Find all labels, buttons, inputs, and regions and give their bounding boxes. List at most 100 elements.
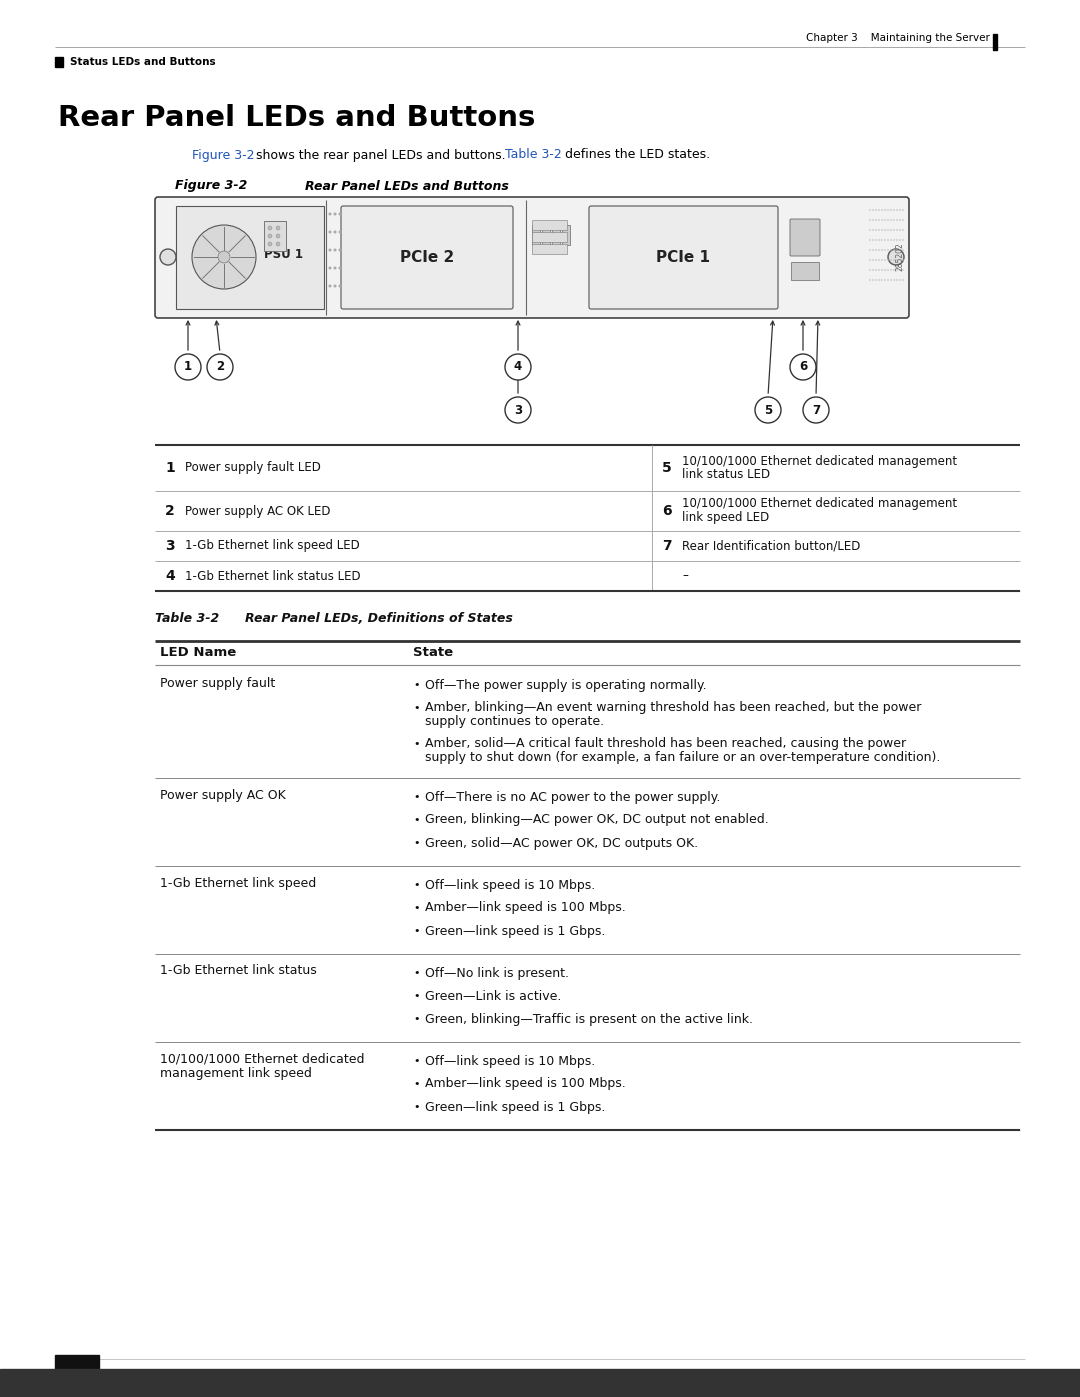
Bar xyxy=(542,225,550,244)
Circle shape xyxy=(878,229,880,231)
Circle shape xyxy=(869,270,870,271)
Circle shape xyxy=(893,258,895,261)
Circle shape xyxy=(881,270,883,271)
Text: Power supply AC OK LED: Power supply AC OK LED xyxy=(185,504,330,517)
Bar xyxy=(176,205,324,309)
Circle shape xyxy=(878,270,880,271)
Text: •: • xyxy=(413,838,419,848)
Circle shape xyxy=(878,219,880,221)
Circle shape xyxy=(902,258,904,261)
Text: •: • xyxy=(413,902,419,914)
Bar xyxy=(791,263,819,279)
Circle shape xyxy=(192,225,256,289)
Circle shape xyxy=(175,353,201,380)
Text: PCIe 1: PCIe 1 xyxy=(656,250,710,264)
Text: supply to shut down (for example, a fan failure or an over-temperature condition: supply to shut down (for example, a fan … xyxy=(426,750,941,764)
Text: 1: 1 xyxy=(184,360,192,373)
Text: PCIe 2: PCIe 2 xyxy=(400,250,454,264)
Circle shape xyxy=(875,258,877,261)
Text: Amber—link speed is 100 Mbps.: Amber—link speed is 100 Mbps. xyxy=(426,901,625,915)
Text: Rear Panel LEDs and Buttons: Rear Panel LEDs and Buttons xyxy=(305,179,509,193)
Text: •: • xyxy=(413,1056,419,1066)
Text: 3-4: 3-4 xyxy=(66,1379,87,1391)
Text: 5: 5 xyxy=(662,461,672,475)
Text: LED Name: LED Name xyxy=(160,647,237,659)
Circle shape xyxy=(885,239,886,242)
Text: Off—There is no AC power to the power supply.: Off—There is no AC power to the power su… xyxy=(426,791,720,803)
Circle shape xyxy=(893,239,895,242)
Bar xyxy=(562,225,570,244)
Text: 10/100/1000 Ethernet dedicated management: 10/100/1000 Ethernet dedicated managemen… xyxy=(681,497,957,510)
Circle shape xyxy=(899,258,901,261)
Circle shape xyxy=(890,258,892,261)
Text: 6: 6 xyxy=(799,360,807,373)
Text: •: • xyxy=(413,680,419,690)
Text: 3: 3 xyxy=(165,539,175,553)
Circle shape xyxy=(878,249,880,251)
Circle shape xyxy=(902,210,904,211)
Text: 3: 3 xyxy=(514,404,522,416)
Circle shape xyxy=(896,239,897,242)
Circle shape xyxy=(887,210,889,211)
Text: Power supply AC OK: Power supply AC OK xyxy=(160,788,286,802)
Circle shape xyxy=(899,279,901,281)
Bar xyxy=(55,1355,99,1375)
Text: •: • xyxy=(413,1014,419,1024)
Circle shape xyxy=(890,229,892,231)
Text: Figure 3-2: Figure 3-2 xyxy=(175,179,247,193)
Circle shape xyxy=(902,249,904,251)
Text: Table 3-2: Table 3-2 xyxy=(505,148,562,162)
Circle shape xyxy=(887,239,889,242)
Text: 7: 7 xyxy=(812,404,820,416)
Circle shape xyxy=(885,279,886,281)
Text: •: • xyxy=(413,1078,419,1090)
Circle shape xyxy=(875,279,877,281)
Text: link speed LED: link speed LED xyxy=(681,511,769,524)
Circle shape xyxy=(902,270,904,271)
Circle shape xyxy=(899,270,901,271)
Text: –: – xyxy=(681,570,688,583)
Text: •: • xyxy=(413,968,419,978)
Text: 1-Gb Ethernet link status: 1-Gb Ethernet link status xyxy=(160,964,316,978)
Text: 10/100/1000 Ethernet dedicated: 10/100/1000 Ethernet dedicated xyxy=(160,1052,365,1066)
Circle shape xyxy=(890,279,892,281)
Circle shape xyxy=(872,279,874,281)
Bar xyxy=(55,57,63,67)
Circle shape xyxy=(888,249,904,265)
Circle shape xyxy=(885,249,886,251)
Text: 7: 7 xyxy=(662,539,672,553)
Circle shape xyxy=(334,231,337,233)
Circle shape xyxy=(872,239,874,242)
Circle shape xyxy=(875,229,877,231)
Text: 6: 6 xyxy=(662,504,672,518)
Bar xyxy=(532,219,567,231)
Circle shape xyxy=(887,219,889,221)
Circle shape xyxy=(218,251,230,263)
Circle shape xyxy=(890,210,892,211)
Text: Status LEDs and Buttons: Status LEDs and Buttons xyxy=(70,57,216,67)
Circle shape xyxy=(875,239,877,242)
Circle shape xyxy=(872,229,874,231)
Text: shows the rear panel LEDs and buttons.: shows the rear panel LEDs and buttons. xyxy=(252,148,510,162)
Circle shape xyxy=(896,270,897,271)
Circle shape xyxy=(893,270,895,271)
Text: Chapter 3    Maintaining the Server: Chapter 3 Maintaining the Server xyxy=(806,34,990,43)
Circle shape xyxy=(334,249,337,251)
Circle shape xyxy=(872,219,874,221)
Text: Green—link speed is 1 Gbps.: Green—link speed is 1 Gbps. xyxy=(426,1101,606,1113)
Text: 1-Gb Ethernet link speed: 1-Gb Ethernet link speed xyxy=(160,876,316,890)
Circle shape xyxy=(505,397,531,423)
Text: •: • xyxy=(413,880,419,890)
Text: 2: 2 xyxy=(165,504,175,518)
Circle shape xyxy=(875,210,877,211)
Text: 5: 5 xyxy=(764,404,772,416)
Circle shape xyxy=(887,249,889,251)
Circle shape xyxy=(268,226,272,231)
Text: 1: 1 xyxy=(165,461,175,475)
Circle shape xyxy=(869,279,870,281)
Text: defines the LED states.: defines the LED states. xyxy=(561,148,711,162)
Circle shape xyxy=(896,219,897,221)
Circle shape xyxy=(334,285,337,288)
Text: 4: 4 xyxy=(514,360,522,373)
Text: Off—No link is present.: Off—No link is present. xyxy=(426,967,569,979)
